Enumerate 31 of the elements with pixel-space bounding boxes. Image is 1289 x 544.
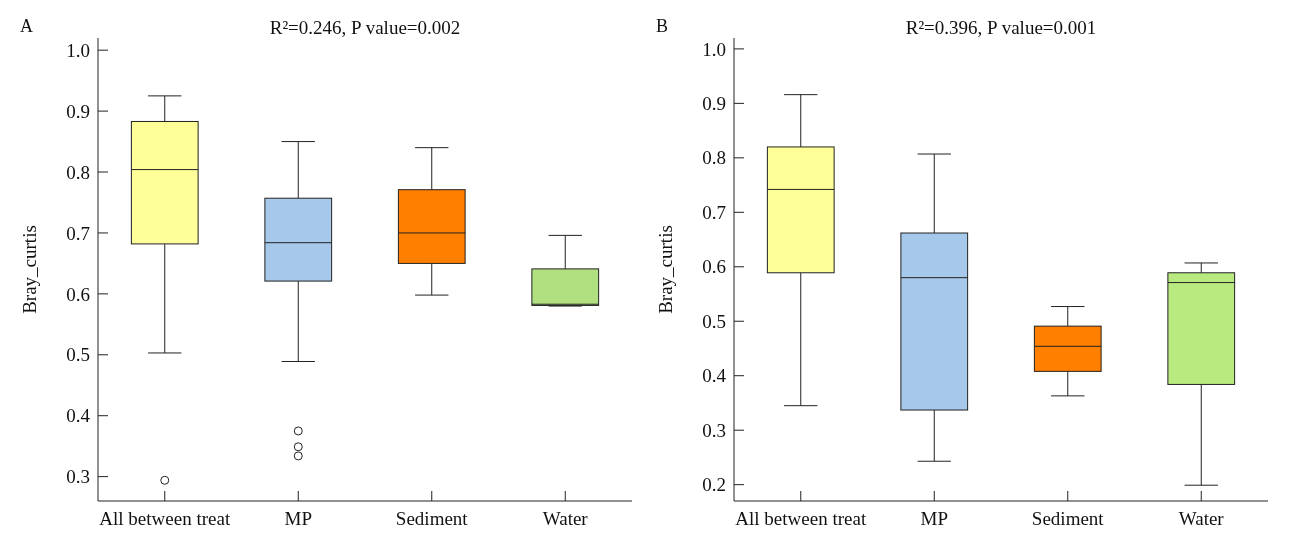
x-tick-label: Water bbox=[542, 508, 589, 529]
y-tick-label: 0.7 bbox=[66, 222, 90, 244]
y-tick-label: 1.0 bbox=[702, 38, 726, 60]
y-tick-label: 0.2 bbox=[702, 474, 726, 496]
y-tick-label: 0.5 bbox=[702, 310, 726, 332]
y-tick-label: 0.6 bbox=[702, 256, 726, 278]
y-tick-label: 0.9 bbox=[702, 93, 726, 115]
y-tick-label: 0.9 bbox=[66, 100, 90, 122]
x-tick-label: Water bbox=[1178, 508, 1225, 529]
y-tick-label: 0.3 bbox=[702, 419, 726, 441]
x-tick-label: Sediment bbox=[395, 508, 469, 529]
y-tick-label: 0.5 bbox=[66, 344, 90, 366]
x-tick-label: Sediment bbox=[1031, 508, 1105, 529]
text: B bbox=[656, 16, 669, 36]
y-axis-title: Bray_curtis bbox=[655, 225, 676, 314]
y-tick-label: 0.8 bbox=[702, 147, 726, 169]
chart-title: R²=0.246, P value=0.002 bbox=[269, 17, 461, 38]
y-tick-label: 0.4 bbox=[66, 405, 91, 427]
y-tick-label: 0.4 bbox=[702, 365, 727, 387]
x-tick-label: All between treat bbox=[735, 508, 867, 529]
text: A bbox=[20, 16, 33, 36]
x-tick-label: MP bbox=[920, 508, 948, 529]
y-tick-label: 1.0 bbox=[66, 39, 90, 61]
y-tick-label: 0.3 bbox=[66, 466, 90, 488]
x-tick-label: All between treat bbox=[99, 508, 231, 529]
chart-title: R²=0.396, P value=0.001 bbox=[905, 17, 1097, 38]
y-axis-title: Bray_curtis bbox=[19, 225, 40, 314]
y-tick-label: 0.6 bbox=[66, 283, 90, 305]
y-tick-label: 0.8 bbox=[66, 161, 90, 183]
y-tick-label: 0.7 bbox=[702, 201, 726, 223]
x-tick-label: MP bbox=[284, 508, 312, 529]
